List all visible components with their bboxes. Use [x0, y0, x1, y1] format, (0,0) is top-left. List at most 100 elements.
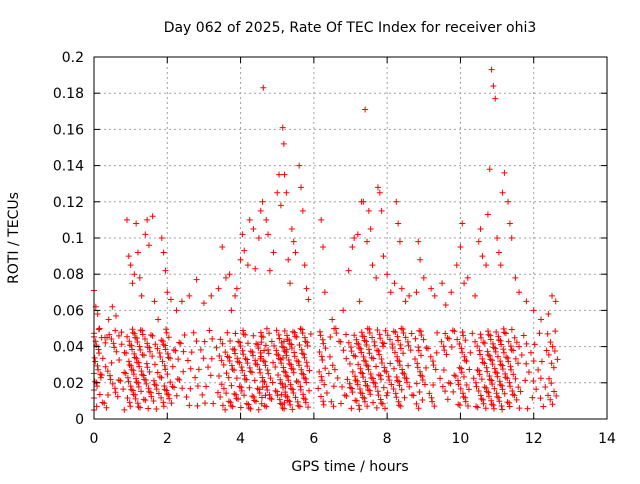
data-point: [226, 357, 233, 364]
data-point: [295, 378, 302, 385]
data-point: [355, 361, 362, 368]
data-point: [405, 362, 412, 369]
data-point: [551, 347, 558, 354]
data-point: [365, 207, 372, 214]
data-point: [276, 335, 283, 342]
data-point: [378, 376, 385, 383]
data-point: [499, 362, 506, 369]
data-point: [551, 388, 558, 395]
data-point: [153, 382, 160, 389]
data-point: [305, 296, 312, 303]
data-point: [290, 369, 297, 376]
data-point: [494, 235, 501, 241]
data-point: [481, 340, 488, 347]
data-point: [380, 384, 387, 391]
data-point: [125, 358, 132, 365]
data-point: [330, 403, 337, 410]
data-point: [229, 403, 236, 410]
data-point: [344, 376, 351, 383]
data-point: [386, 336, 393, 343]
data-point: [362, 378, 369, 385]
data-point: [303, 379, 310, 386]
data-point: [540, 403, 547, 410]
data-point: [407, 347, 414, 354]
data-point: [402, 334, 409, 341]
data-point: [529, 394, 536, 401]
data-point: [433, 349, 440, 356]
data-point: [298, 366, 305, 373]
data-point: [549, 401, 556, 408]
data-point: [305, 404, 312, 411]
data-point: [489, 340, 496, 347]
data-point: [116, 357, 123, 364]
data-point: [92, 358, 99, 365]
data-point: [505, 198, 512, 205]
data-point: [348, 385, 355, 392]
data-point: [291, 349, 298, 356]
data-point: [352, 353, 359, 360]
data-point: [265, 231, 272, 238]
data-point: [123, 216, 130, 223]
data-point: [358, 349, 365, 356]
data-point: [508, 235, 515, 241]
data-point: [367, 225, 374, 232]
data-point: [304, 363, 311, 370]
data-point: [173, 392, 180, 399]
data-point: [387, 289, 394, 296]
data-point: [391, 349, 398, 356]
data-point: [533, 386, 540, 393]
data-point: [548, 380, 555, 387]
data-point: [491, 385, 498, 392]
data-point: [124, 394, 131, 401]
data-point: [105, 316, 112, 323]
data-point: [152, 341, 159, 348]
data-point: [494, 353, 501, 360]
data-point: [148, 393, 155, 400]
data-point: [360, 374, 367, 381]
data-point: [263, 325, 270, 332]
data-point: [295, 402, 302, 409]
data-point: [327, 333, 334, 340]
data-point: [552, 328, 559, 335]
data-point: [463, 358, 470, 365]
data-point: [487, 336, 494, 343]
data-point: [391, 280, 398, 287]
data-point: [149, 332, 156, 339]
data-point: [133, 220, 140, 227]
data-point: [367, 391, 374, 398]
data-point: [462, 337, 469, 344]
data-point: [488, 357, 495, 364]
data-point: [536, 330, 543, 337]
data-point: [205, 364, 212, 371]
data-point: [455, 381, 462, 388]
data-point: [495, 333, 502, 340]
data-point: [370, 399, 377, 406]
data-point: [223, 370, 230, 377]
data-point: [194, 382, 201, 389]
data-point: [241, 392, 248, 399]
data-point: [439, 280, 446, 287]
data-point: [502, 330, 509, 337]
data-point: [397, 403, 404, 410]
data-point: [465, 386, 472, 393]
data-point: [150, 377, 157, 384]
grid-layer: [93, 56, 608, 420]
data-point: [137, 347, 144, 354]
data-point: [265, 350, 272, 357]
data-point: [448, 344, 455, 351]
data-point: [236, 339, 243, 346]
data-point: [299, 207, 306, 214]
data-point: [454, 377, 461, 384]
data-point: [434, 329, 441, 336]
data-point: [472, 338, 479, 345]
data-point: [423, 344, 430, 351]
data-point: [280, 364, 287, 371]
data-point: [413, 289, 420, 296]
data-point: [244, 340, 251, 347]
data-point: [405, 342, 412, 349]
data-point: [480, 396, 487, 403]
data-point: [511, 334, 518, 341]
data-point: [249, 352, 256, 359]
data-point: [163, 329, 170, 336]
data-point: [117, 377, 124, 384]
